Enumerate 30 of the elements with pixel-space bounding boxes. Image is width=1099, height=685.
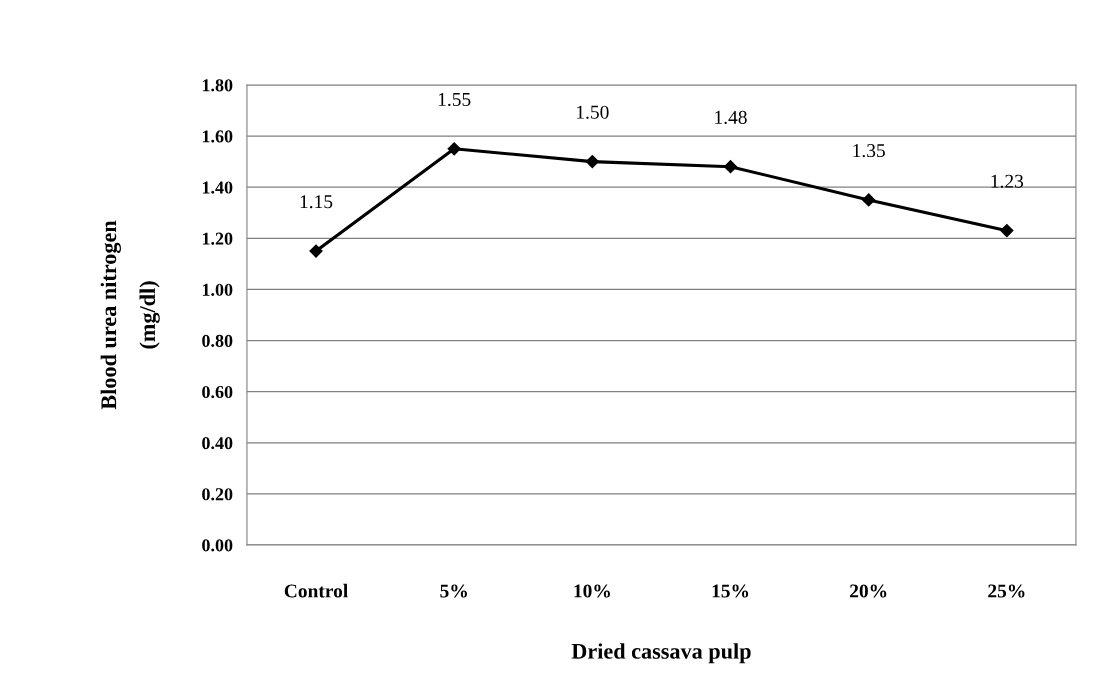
- point: [585, 155, 599, 169]
- x-axis-title: Dried cassava pulp: [571, 643, 751, 664]
- y-tick-label: 1.00: [202, 283, 233, 296]
- y-tick-label: 1.20: [202, 232, 233, 245]
- y-tick-label: 1.80: [202, 79, 233, 92]
- y-tick-label: 0.20: [202, 488, 233, 501]
- text: 1.35: [853, 144, 885, 158]
- point: [1000, 224, 1014, 238]
- x-tick-label: 15%: [712, 584, 749, 598]
- text: 1.23: [991, 174, 1024, 188]
- y-tick-label: 0.40: [202, 437, 233, 450]
- text: 1.15: [300, 195, 333, 209]
- x-tick-label: 20%: [850, 584, 887, 598]
- y-tick-label: 1.40: [202, 181, 233, 194]
- text: 1.48: [715, 110, 747, 124]
- y-tick-label: 0.80: [202, 334, 233, 348]
- text: 1.55: [438, 92, 471, 107]
- point: [447, 142, 461, 156]
- x-tick-label: 10%: [574, 584, 610, 598]
- point: [862, 193, 876, 207]
- y-tick-label: 0.60: [202, 385, 233, 399]
- x-tick-label: Control: [284, 583, 348, 598]
- text: 1.50: [577, 105, 609, 119]
- y-tick-label: 0.00: [202, 539, 233, 552]
- y-axis-title: Blood urea nitrogen (mg/dl): [100, 220, 160, 410]
- x-tick-label: 25%: [988, 584, 1025, 598]
- point: [723, 160, 738, 174]
- point: [309, 244, 323, 258]
- y-tick-label: 1.60: [202, 130, 233, 143]
- x-tick-label: 5%: [440, 584, 467, 598]
